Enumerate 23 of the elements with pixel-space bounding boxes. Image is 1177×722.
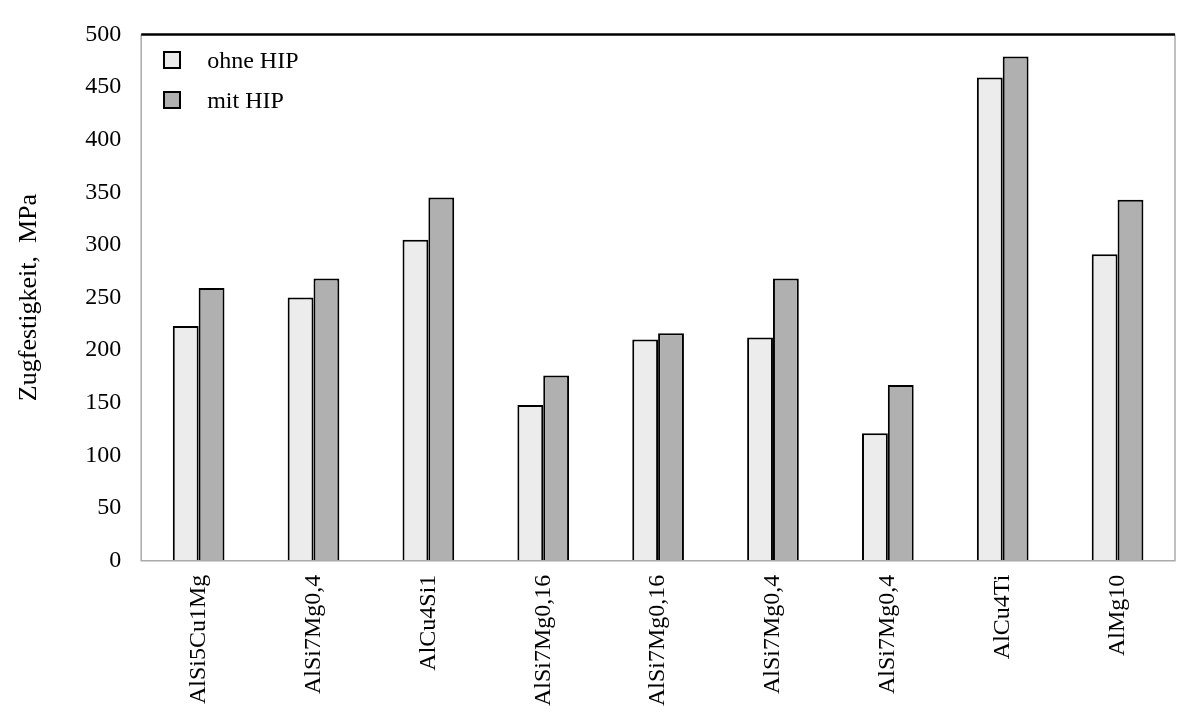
y-tick-label: 100 <box>85 440 122 467</box>
y-tick-label: 400 <box>85 124 122 151</box>
y-tick-label: 0 <box>109 545 122 572</box>
y-tick-label: 350 <box>85 177 122 204</box>
x-tick-label: AlSi7Mg0,4 <box>758 574 785 694</box>
x-tick-label: AlSi7Mg0,16 <box>643 574 670 706</box>
x-tick-label: AlSi7Mg0,4 <box>298 574 325 694</box>
y-tick-label: 450 <box>85 72 122 99</box>
legend-label: mit HIP <box>207 86 284 114</box>
x-tick-label: AlSi5Cu1Mg <box>183 574 210 705</box>
x-tick-label: AlCu4Si1 <box>413 574 440 671</box>
x-tick-label: AlCu4Ti <box>988 574 1014 660</box>
y-axis-title: Zugfestigkeit, MPa <box>13 193 43 402</box>
y-tick-label: 500 <box>85 19 122 46</box>
y-tick-label: 250 <box>85 282 122 309</box>
x-tick-label: AlSi7Mg0,4 <box>873 574 900 694</box>
x-tick-label: AlSi7Mg0,16 <box>528 574 555 706</box>
y-tick-label: 300 <box>85 230 122 257</box>
y-tick-label: 150 <box>85 388 122 415</box>
x-tick-label: AlMg10 <box>1102 574 1129 656</box>
y-tick-label: 50 <box>97 493 122 520</box>
y-tick-label: 200 <box>85 335 122 362</box>
legend-label: ohne HIP <box>207 46 299 74</box>
